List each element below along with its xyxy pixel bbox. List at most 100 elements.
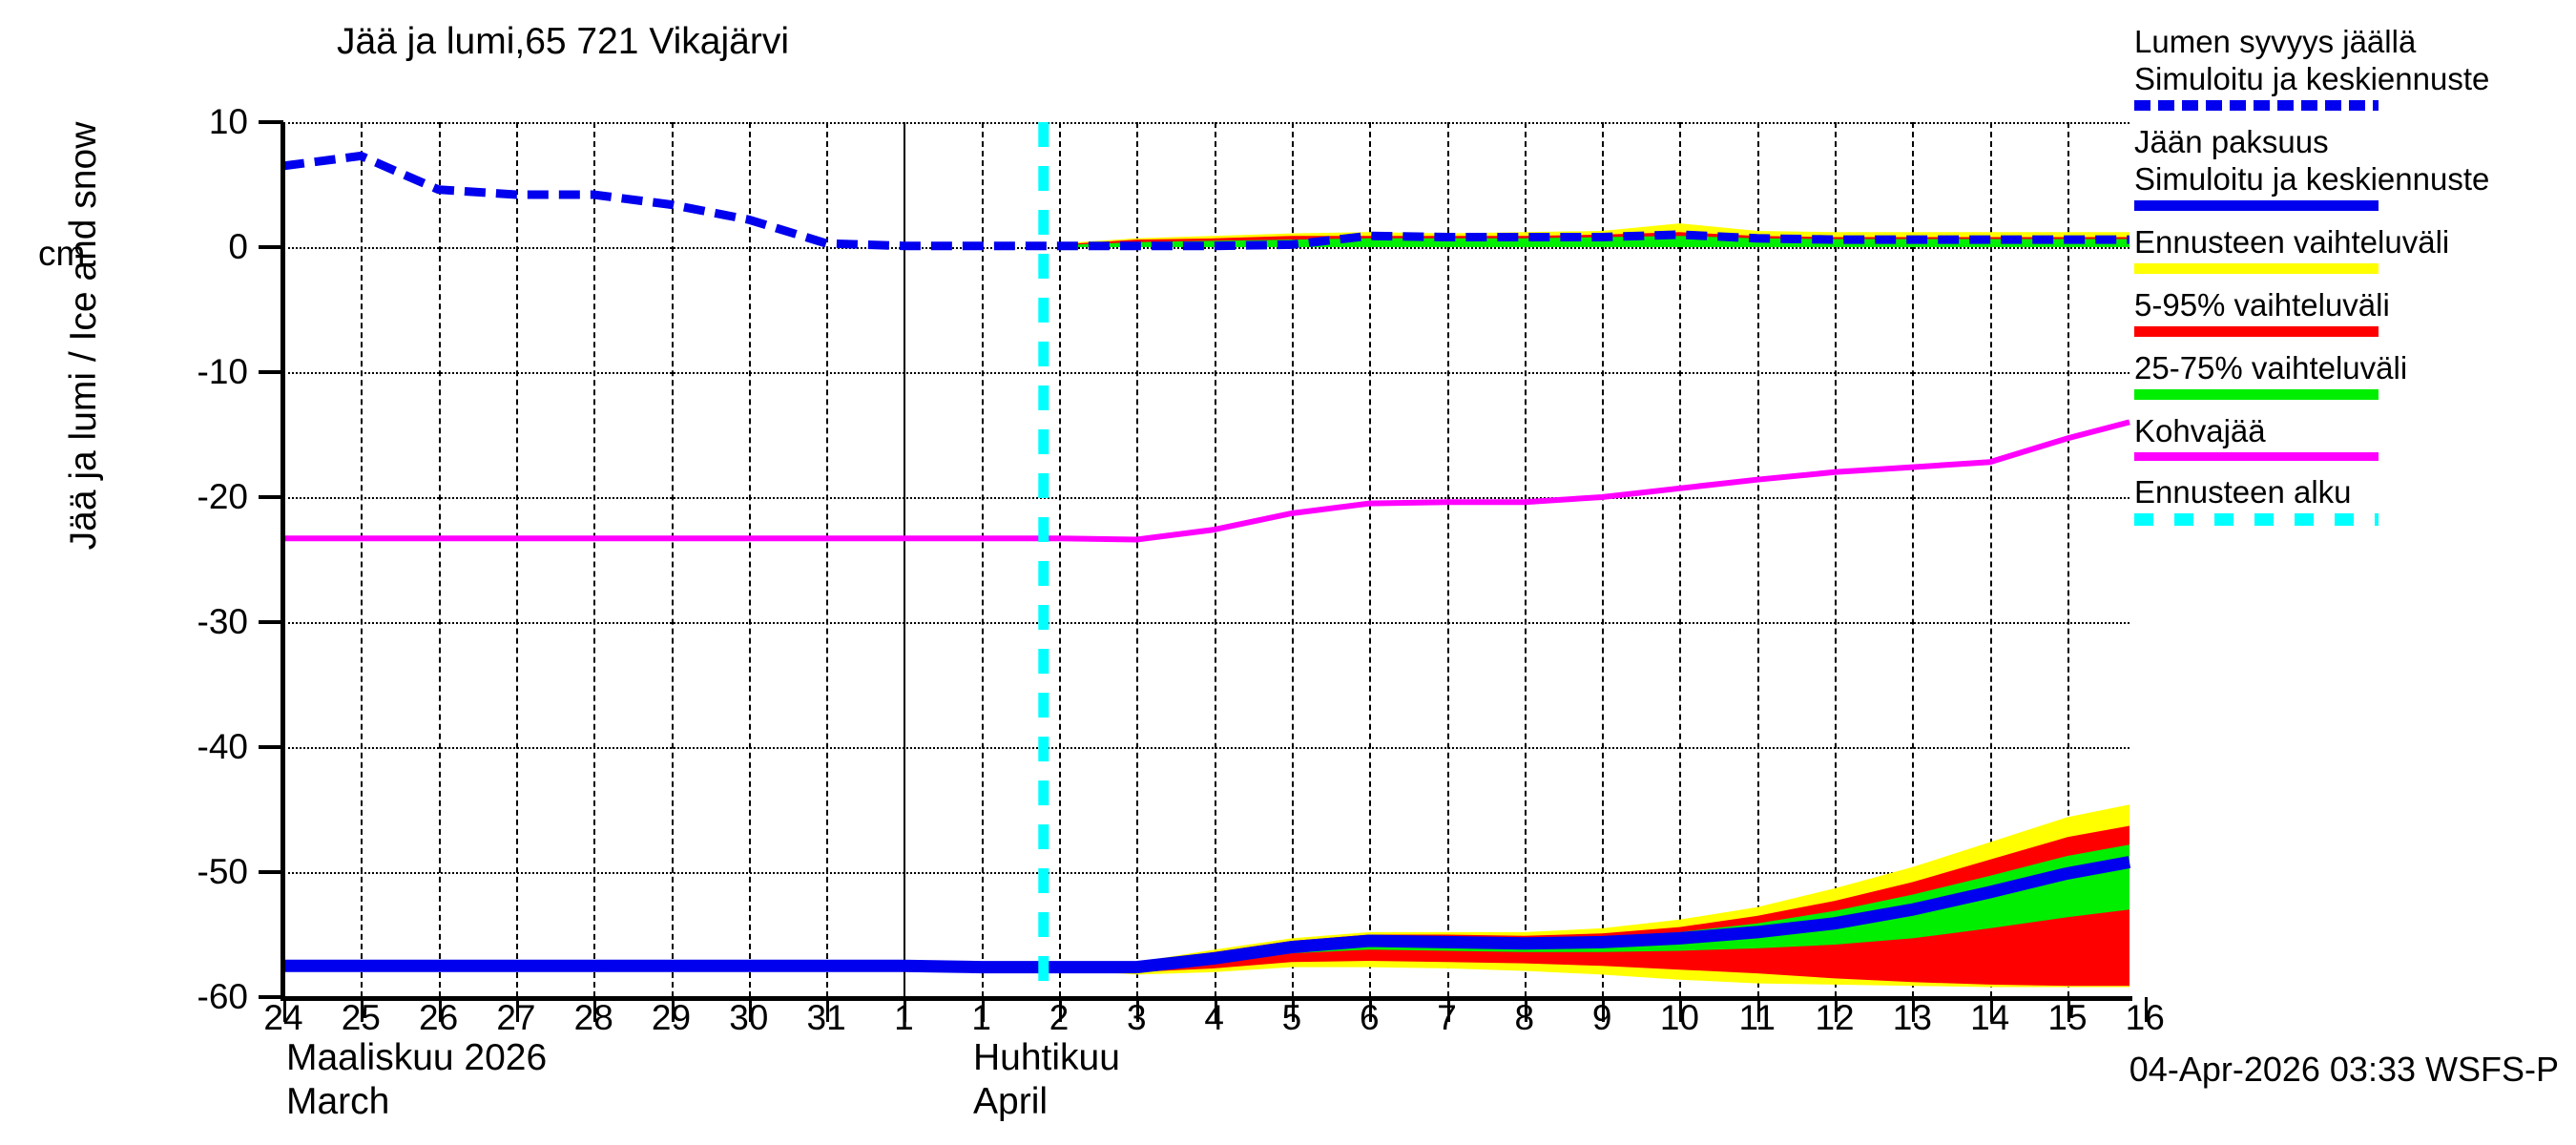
month-label-fi: Huhtikuu	[973, 1037, 1120, 1078]
x-axis-tick	[981, 997, 985, 1022]
y-axis-label: -30	[197, 602, 248, 641]
legend-item-3[interactable]: 5-95% vaihteluväli	[2134, 286, 2576, 337]
gridline-horizontal	[283, 497, 2129, 499]
gridline-horizontal	[283, 122, 2129, 124]
y-axis-tick	[259, 370, 283, 374]
gridline-vertical	[1679, 122, 1682, 997]
legend-swatch-blue-dashed-line-icon	[2134, 100, 2379, 111]
x-axis-tick	[1679, 997, 1683, 1022]
x-axis-tick	[1756, 997, 1760, 1022]
gridline-vertical	[826, 122, 829, 997]
x-axis-tick	[283, 997, 286, 1022]
x-axis-label: 9	[1591, 998, 1612, 1037]
gridline-vertical	[1912, 122, 1915, 997]
gridline-horizontal	[283, 247, 2129, 249]
x-axis-label: 15	[2047, 998, 2088, 1037]
y-axis-tick	[259, 120, 283, 124]
x-axis-tick	[1214, 997, 1217, 1022]
gridline-horizontal	[283, 747, 2129, 749]
y-axis-tick	[259, 495, 283, 499]
gridline-vertical	[1602, 122, 1605, 997]
gridline-vertical	[748, 122, 751, 997]
x-axis-tick	[748, 997, 752, 1022]
gridline-vertical	[515, 122, 518, 997]
x-axis-tick	[1446, 997, 1450, 1022]
x-axis-label: 7	[1437, 998, 1457, 1037]
x-axis-label: 12	[1815, 998, 1855, 1037]
x-axis-label: 24	[263, 998, 303, 1037]
legend-label-secondary: Simuloitu ja keskiennuste	[2134, 61, 2490, 96]
ice-25-75-band	[1059, 844, 2129, 970]
plot-background	[283, 122, 2129, 997]
y-axis-unit: cm	[38, 234, 86, 273]
month-label-en: March	[286, 1081, 390, 1122]
legend-item-5[interactable]: Kohvajää	[2134, 412, 2576, 461]
kohvajaa-line	[283, 419, 2130, 543]
x-axis-label: 29	[651, 998, 692, 1037]
legend-item-0[interactable]: Lumen syvyys jäällä Simuloitu ja keskienn…	[2134, 23, 2576, 111]
gridline-vertical	[1989, 122, 1992, 997]
x-axis-label: 8	[1514, 998, 1535, 1037]
legend-item-6[interactable]: Ennusteen alku	[2134, 473, 2576, 526]
x-axis-tick	[826, 997, 830, 1022]
x-axis-label: 3	[1127, 998, 1147, 1037]
x-axis-label: 26	[419, 998, 459, 1037]
month-label-fi: Maaliskuu 2026	[286, 1037, 548, 1078]
x-axis-label: 25	[341, 998, 381, 1037]
gridline-horizontal	[283, 872, 2129, 874]
x-axis-label: 28	[573, 998, 613, 1037]
page-title: Jää ja lumi,65 721 Vikajärvi	[336, 21, 790, 62]
gridline-vertical	[1214, 122, 1216, 997]
legend-item-2[interactable]: Ennusteen vaihteluväli	[2134, 223, 2576, 274]
x-axis-tick	[1524, 997, 1527, 1022]
x-axis-tick	[1912, 997, 1916, 1022]
legend-label-secondary: Simuloitu ja keskiennuste	[2134, 161, 2490, 197]
x-axis-month-april: Huhtikuu April	[973, 1036, 1120, 1124]
x-axis-label: 1	[971, 998, 991, 1037]
legend-label-primary: 25-75% vaihteluväli	[2134, 350, 2408, 385]
gridline-vertical	[1524, 122, 1527, 997]
y-axis-tick	[259, 620, 283, 624]
gridline-vertical	[671, 122, 674, 997]
gridline-vertical	[1136, 122, 1139, 997]
x-axis-tick	[438, 997, 442, 1022]
y-axis-tick	[259, 995, 283, 999]
gridline-horizontal	[283, 622, 2129, 624]
snow-depth-line	[282, 151, 2129, 251]
x-axis-tick	[1989, 997, 1993, 1022]
x-axis-label: 16	[2125, 998, 2165, 1037]
gridline-vertical	[1369, 122, 1372, 997]
gridline-vertical	[1756, 122, 1759, 997]
gridline-vertical	[361, 122, 364, 997]
x-axis-tick	[2067, 997, 2070, 1022]
y-axis-label: -40	[197, 727, 248, 766]
gridline-vertical	[1835, 122, 1838, 997]
gridline-vertical	[2067, 122, 2069, 997]
x-axis-label: 10	[1659, 998, 1700, 1037]
gridline-vertical	[904, 122, 906, 997]
x-axis-line	[280, 996, 2132, 1001]
legend-swatch-blue-solid-line-icon	[2134, 200, 2379, 211]
x-axis-label: 1	[894, 998, 914, 1037]
footer-timestamp: 04-Apr-2026 03:33 WSFS-P	[2129, 1050, 2559, 1089]
x-axis-tick	[1602, 997, 1606, 1022]
x-axis-label: 6	[1359, 998, 1380, 1037]
y-axis-label: -10	[197, 352, 248, 391]
x-axis-tick	[1369, 997, 1373, 1022]
x-axis-tick	[1291, 997, 1295, 1022]
x-axis-tick	[1059, 997, 1063, 1022]
y-axis-label: 10	[208, 102, 248, 141]
legend-swatch-green-band-icon	[2134, 389, 2379, 400]
legend-label-primary: Ennusteen vaihteluväli	[2134, 224, 2450, 260]
x-axis-label: 2	[1049, 998, 1070, 1037]
gridline-horizontal	[283, 372, 2129, 374]
legend-item-1[interactable]: Jään paksuus Simuloitu ja keskiennuste	[2134, 123, 2576, 211]
x-axis-label: 14	[1970, 998, 2010, 1037]
gridline-vertical	[1446, 122, 1449, 997]
legend-swatch-yellow-band-icon	[2134, 263, 2379, 274]
y-axis-label: -50	[197, 852, 248, 891]
legend-item-4[interactable]: 25-75% vaihteluväli	[2134, 349, 2576, 400]
legend-swatch-magenta-line-icon	[2134, 452, 2379, 461]
chart-legend: Lumen syvyys jäällä Simuloitu ja keskienn…	[2134, 23, 2576, 538]
month-label-en: April	[973, 1081, 1049, 1122]
